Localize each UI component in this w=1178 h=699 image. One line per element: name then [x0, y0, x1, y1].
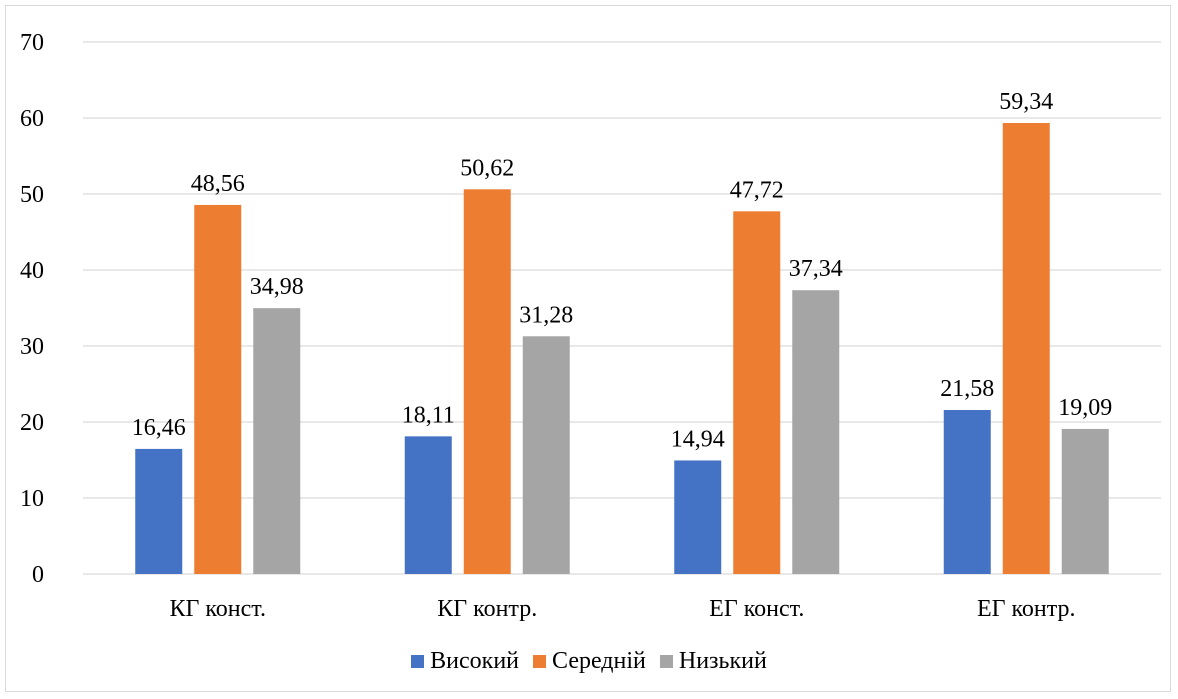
- data-label: 59,34: [999, 89, 1053, 115]
- y-tick-label: 70: [20, 30, 44, 56]
- bar-Високий-0: [135, 448, 183, 574]
- bar-Середній-0: [194, 204, 242, 574]
- legend-swatch: [659, 655, 673, 668]
- bar-Високий-1: [404, 436, 452, 574]
- bar-Низький-0: [253, 308, 301, 574]
- y-tick-label: 30: [20, 334, 44, 360]
- grid-lines: [83, 41, 1161, 575]
- bar-Низький-1: [522, 336, 570, 574]
- data-label: 19,09: [1058, 395, 1112, 421]
- x-tick-label: КГ контр.: [437, 596, 537, 622]
- y-tick-label: 0: [32, 562, 44, 588]
- data-label: 34,98: [250, 274, 304, 300]
- data-label: 37,34: [789, 256, 843, 282]
- legend: Високий Середній Низький: [0, 648, 1178, 675]
- data-label: 48,56: [191, 171, 245, 197]
- data-label: 21,58: [940, 376, 994, 402]
- legend-item: Низький: [659, 648, 767, 675]
- x-tick-label: ЕГ контр.: [977, 596, 1076, 622]
- bars: [135, 123, 1109, 575]
- legend-item: Середній: [533, 648, 646, 675]
- y-tick-label: 50: [20, 182, 44, 208]
- data-label: 18,11: [402, 402, 455, 428]
- y-tick-label: 60: [20, 106, 44, 132]
- data-label: 47,72: [730, 177, 784, 203]
- legend-swatch: [533, 655, 547, 668]
- legend-label: Середній: [552, 648, 646, 674]
- bar-Низький-2: [792, 290, 840, 574]
- legend-label: Низький: [678, 648, 767, 674]
- x-tick-label: КГ конст.: [169, 596, 266, 622]
- x-axis-tick-labels: КГ конст. КГ контр. ЕГ конст. ЕГ контр.: [169, 596, 1075, 622]
- legend-item: Високий: [411, 648, 519, 675]
- y-tick-label: 10: [20, 486, 44, 512]
- data-label: 14,94: [671, 426, 725, 452]
- bar-Високий-3: [943, 409, 991, 574]
- data-label: 16,46: [132, 415, 186, 441]
- bar-Високий-2: [674, 460, 722, 574]
- y-axis-tick-labels: 0 10 20 30 40 50 60 70: [20, 30, 44, 588]
- legend-swatch: [411, 655, 425, 668]
- bar-Низький-3: [1061, 428, 1109, 574]
- data-labels: 16,46 48,56 34,98 18,11 50,62 31,28 14,94 47,72…: [132, 89, 1113, 452]
- data-label: 50,62: [460, 155, 514, 181]
- bar-Середній-2: [733, 211, 781, 574]
- legend-label: Високий: [430, 648, 520, 674]
- bar-Середній-1: [463, 189, 511, 574]
- bar-Середній-3: [1002, 123, 1050, 575]
- y-tick-label: 40: [20, 258, 44, 284]
- data-label: 31,28: [519, 302, 573, 328]
- y-tick-label: 20: [20, 410, 44, 436]
- x-tick-label: ЕГ конст.: [709, 596, 804, 622]
